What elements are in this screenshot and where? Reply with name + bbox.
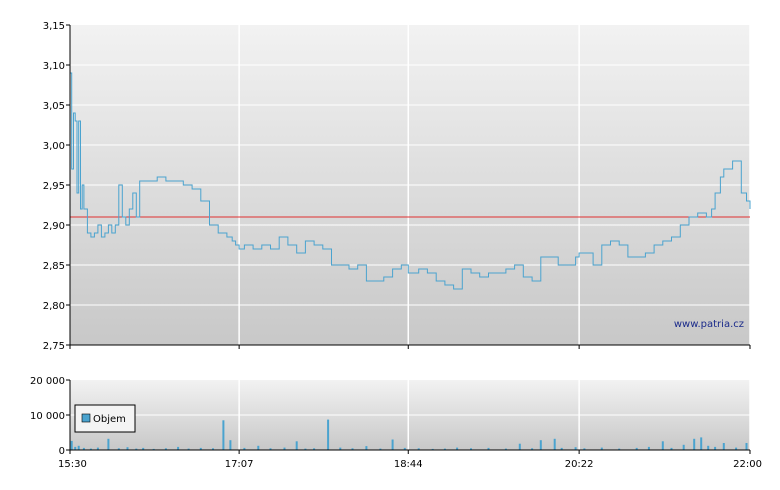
volume-bar (487, 447, 490, 450)
price-y-axis: 2,75 2,80 2,85 2,90 2,95 3,00 3,05 3,10 3,15 (43, 21, 70, 352)
volume-bar (431, 448, 434, 450)
volume-x-tick-label: 18:44 (394, 459, 423, 470)
volume-bar (339, 447, 342, 450)
volume-bar (89, 448, 92, 450)
volume-bar (443, 448, 446, 450)
price-y-tick-label: 3,15 (43, 21, 65, 32)
volume-bar (735, 447, 738, 450)
price-y-tick-label: 3,10 (43, 61, 65, 72)
volume-legend: Objem (74, 404, 136, 433)
volume-bar (164, 448, 167, 451)
volume-y-axis: 0 10 000 20 000 (30, 376, 70, 457)
volume-bar (142, 447, 145, 450)
volume-bar (417, 448, 420, 451)
watermark: www.patria.cz (674, 319, 744, 330)
volume-x-tick-label: 20:22 (565, 459, 594, 470)
volume-x-axis: 15:30 17:07 18:44 20:22 22:00 (58, 450, 762, 470)
volume-bar (714, 446, 717, 450)
volume-bar (152, 448, 155, 450)
volume-bar (313, 448, 316, 451)
price-y-tick-label: 3,05 (43, 101, 65, 112)
price-y-tick-label: 2,80 (43, 301, 65, 312)
price-y-tick-label: 2,95 (43, 181, 65, 192)
volume-bar (700, 437, 703, 450)
volume-bar (403, 447, 406, 450)
volume-bar (177, 446, 180, 450)
volume-bar (670, 447, 673, 450)
volume-bar (504, 448, 507, 450)
volume-bar (229, 440, 232, 450)
volume-bar (456, 447, 459, 450)
volume-bar (518, 443, 521, 450)
volume-bar (707, 445, 710, 450)
legend-swatch (81, 413, 91, 423)
volume-bar (351, 448, 354, 451)
volume-bar (212, 448, 214, 451)
volume-y-tick-label: 10 000 (30, 411, 65, 422)
volume-bar (70, 440, 73, 450)
volume-bar (295, 441, 298, 451)
volume-x-tick-label: 17:07 (225, 459, 254, 470)
volume-bar (107, 438, 110, 450)
volume-gridlines (70, 380, 751, 450)
volume-y-tick-label: 20 000 (30, 376, 65, 387)
volume-bar (682, 444, 685, 451)
volume-bar (222, 420, 225, 451)
volume-bar (647, 446, 650, 450)
volume-bar (327, 419, 330, 450)
volume-bar (745, 443, 748, 450)
volume-bar (283, 447, 286, 450)
volume-bar (574, 447, 577, 450)
volume-bar (391, 439, 394, 450)
volume-bar (243, 447, 246, 450)
volume-bar (135, 448, 138, 450)
volume-bar (560, 447, 563, 450)
price-y-tick-label: 2,90 (43, 221, 65, 232)
volume-bar (379, 448, 382, 450)
volume-bar (470, 448, 472, 451)
volume-bar (365, 446, 368, 450)
volume-bar (635, 447, 638, 450)
volume-bar (693, 438, 696, 450)
volume-bar (187, 448, 190, 450)
volume-bar (553, 438, 556, 450)
volume-bar (126, 447, 129, 450)
volume-bar (722, 443, 725, 450)
volume-y-tick-label: 0 (59, 446, 65, 457)
volume-bar (82, 447, 85, 450)
legend-label: Objem (93, 414, 126, 425)
price-series-line (70, 72, 751, 290)
volume-x-tick-label: 22:00 (733, 459, 762, 470)
price-y-tick-label: 2,75 (43, 341, 65, 352)
price-panel: 2,75 2,80 2,85 2,90 2,95 3,00 3,05 3,10 3,15 www… (43, 21, 751, 352)
price-x-tick-marks (69, 345, 751, 349)
volume-bar (269, 448, 272, 451)
price-y-tick-label: 3,00 (43, 141, 65, 152)
volume-x-tick-label: 15:30 (58, 459, 87, 470)
volume-bar (304, 448, 307, 450)
volume-bar (583, 448, 586, 451)
volume-bar (257, 445, 260, 450)
volume-bar (661, 441, 664, 451)
volume-bar (77, 445, 80, 450)
volume-bar (199, 447, 202, 450)
volume-bar (117, 448, 120, 451)
volume-bar (531, 448, 534, 451)
volume-bar (618, 448, 621, 450)
volume-bar (600, 447, 603, 450)
volume-bar (539, 440, 542, 450)
price-gridlines (70, 25, 751, 345)
price-y-tick-label: 2,85 (43, 261, 65, 272)
volume-bar (74, 446, 77, 450)
volume-bars (70, 419, 748, 451)
volume-bar (96, 447, 99, 450)
